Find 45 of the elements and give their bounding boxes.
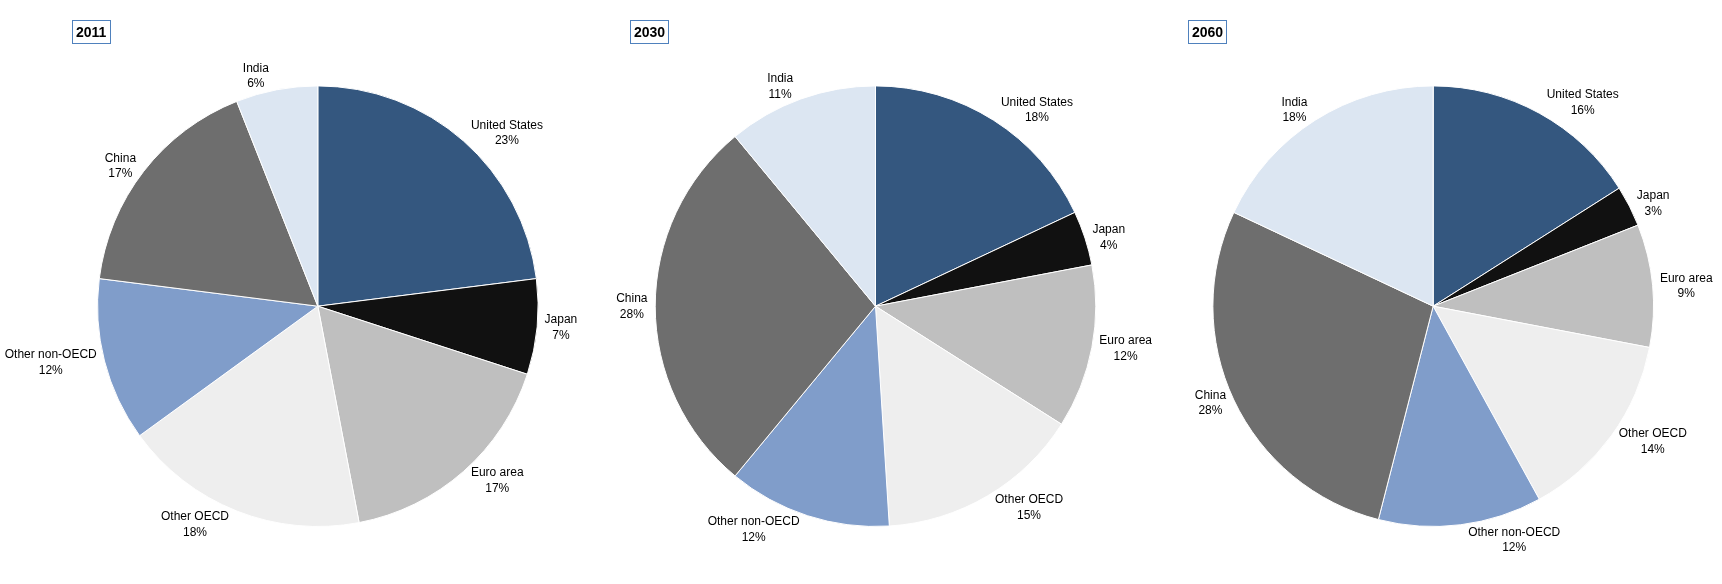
slice-label: India — [767, 71, 794, 86]
data-label: 15% — [1017, 507, 1042, 522]
slice-label: Japan — [544, 312, 578, 327]
data-label: 17% — [485, 480, 510, 495]
slice-label: China — [616, 291, 648, 306]
slice-label: Other non-OECD — [1468, 524, 1561, 539]
slice-label: Japan — [1636, 188, 1670, 203]
slice-label: Euro area — [470, 464, 524, 479]
data-label: 14% — [1640, 441, 1666, 456]
data-label: 4% — [1100, 237, 1118, 252]
slice-label: Japan — [1092, 221, 1126, 236]
data-label: 23% — [494, 133, 520, 148]
data-label: 28% — [619, 307, 645, 321]
data-label: 9% — [1677, 286, 1696, 301]
slice-label: India — [242, 60, 270, 75]
data-label: 17% — [108, 166, 133, 181]
slice-label: Euro area — [1659, 270, 1713, 285]
slice-label: China — [104, 150, 137, 165]
data-label: 12% — [38, 362, 64, 377]
data-label: 18% — [1024, 110, 1050, 125]
slice-label: United States — [470, 117, 543, 132]
slice-label: Other OECD — [1618, 425, 1688, 440]
chart-title: 2011 — [76, 24, 107, 40]
chart-title: 2030 — [634, 24, 666, 40]
data-label: 7% — [552, 327, 570, 342]
data-label: 12% — [1113, 348, 1138, 363]
slice-label: United States — [1000, 94, 1073, 109]
data-label: 18% — [1282, 110, 1307, 125]
data-label: 28% — [1198, 403, 1223, 418]
slice-label: United States — [1546, 87, 1619, 101]
slice-label: China — [1194, 387, 1227, 402]
chart-title: 2060 — [1192, 24, 1224, 40]
slice-label: Other non-OECD — [707, 514, 801, 529]
data-label: 3% — [1644, 203, 1663, 218]
data-label: 16% — [1570, 102, 1596, 117]
slice-label: India — [1281, 94, 1308, 109]
data-label: 12% — [741, 529, 767, 544]
slice-label: Other OECD — [995, 491, 1064, 506]
data-label: 12% — [1502, 540, 1527, 555]
data-label: 6% — [247, 76, 265, 91]
data-label: 11% — [768, 86, 793, 101]
slice-label: Euro area — [1099, 333, 1153, 348]
slice-label: Other non-OECD — [4, 347, 98, 362]
slice-label: Other OECD — [160, 509, 230, 523]
data-label: 18% — [182, 524, 208, 539]
